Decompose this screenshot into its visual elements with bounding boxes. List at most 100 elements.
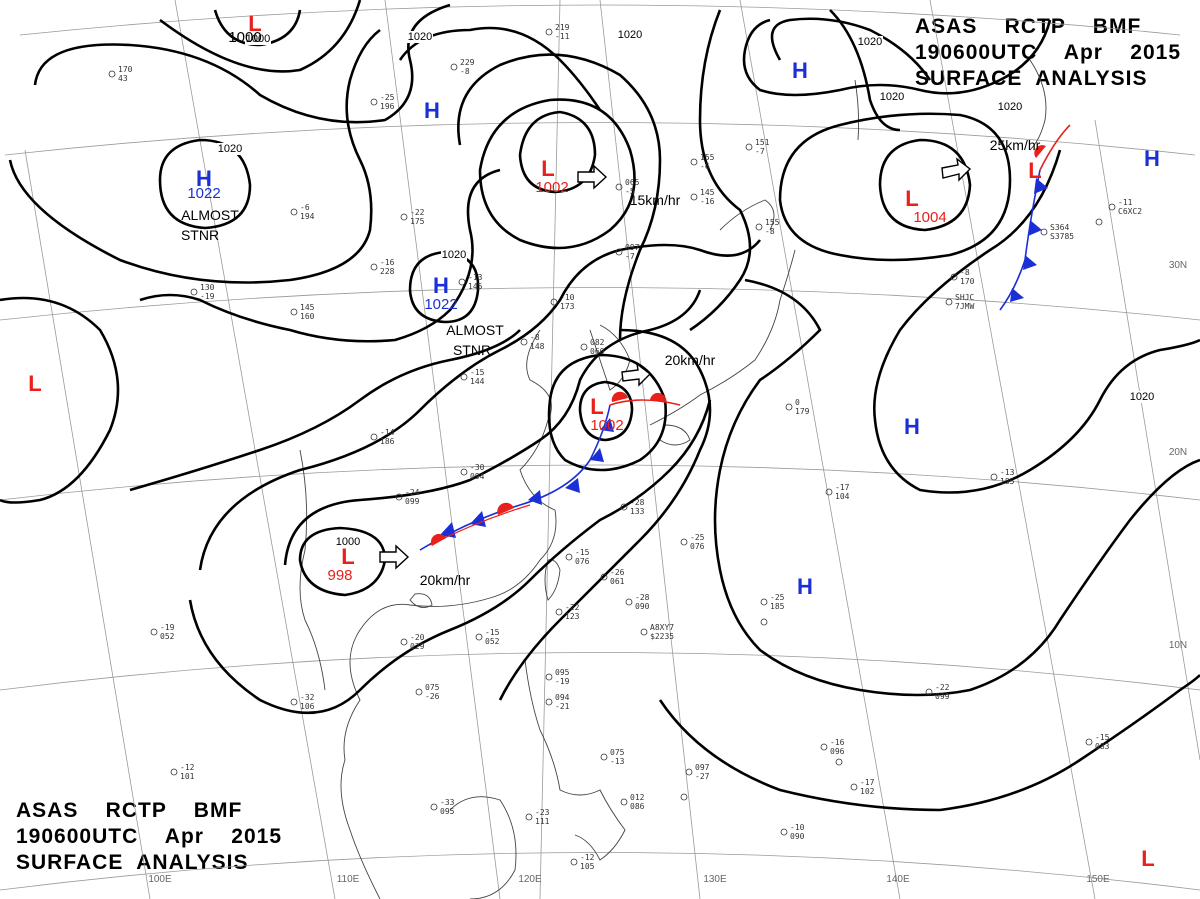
- station-value: 7JMW: [955, 302, 974, 311]
- station-value: -10: [560, 293, 575, 302]
- station-value: 061: [610, 577, 625, 586]
- station-value: 052: [485, 637, 500, 646]
- station-circle: [450, 63, 458, 71]
- station-circle: [950, 273, 958, 281]
- lon-line: [739, 0, 901, 899]
- station-circle: [755, 223, 763, 231]
- station-circle: [290, 308, 298, 316]
- station-value: 133: [630, 507, 645, 516]
- station-value: -15: [470, 368, 485, 377]
- station-circle: [108, 70, 116, 78]
- station-circle: [690, 158, 698, 166]
- station-value: -33: [440, 798, 455, 807]
- movement-arrow: [941, 157, 972, 182]
- station-value: 185: [770, 602, 785, 611]
- station-circle: [1040, 228, 1048, 236]
- warm-front-line: [1039, 124, 1071, 171]
- station-value: -15: [1095, 733, 1110, 742]
- isobar: [159, 0, 362, 73]
- isobar: [408, 250, 480, 324]
- lon-line: [599, 0, 701, 899]
- station-value: A8XY7: [650, 623, 674, 632]
- map-annotation: 25km/hr: [990, 137, 1041, 153]
- station-value: 155: [765, 218, 780, 227]
- station-circle: [290, 698, 298, 706]
- station-value: -16: [700, 197, 715, 206]
- station-circle: [825, 488, 833, 496]
- station-circle: [430, 803, 438, 811]
- station-circle: [395, 493, 403, 501]
- coastlines: [299, 59, 1047, 899]
- warm-front-bump: [497, 502, 514, 515]
- station-circle: [370, 98, 378, 106]
- station-value: 229: [460, 58, 475, 67]
- station-value: -14: [380, 428, 395, 437]
- annotations: ALMOST STNR ALMOST STNR 15km/hr 20km/hr 20km/h…: [181, 137, 1041, 588]
- isobar-label-bg: [335, 536, 361, 548]
- station-value: -30: [470, 463, 485, 472]
- station-value: 123: [565, 612, 580, 621]
- warm-front-bump: [650, 392, 667, 402]
- warm-front-line: [609, 399, 681, 406]
- chart-header-top-right: ASAS RCTP BMF 190600UTC Apr 2015 SURFACE…: [915, 14, 1181, 92]
- station-value: 099: [935, 692, 950, 701]
- station-value: 111: [535, 817, 550, 826]
- station-circle: [820, 743, 828, 751]
- isobar: [518, 110, 597, 194]
- isobar: [478, 98, 636, 250]
- station-value: -17: [860, 778, 875, 787]
- warm-front-bump: [611, 391, 628, 402]
- station-value: -10: [790, 823, 805, 832]
- station-value: 095: [440, 807, 455, 816]
- lon-line: [24, 149, 151, 899]
- map-annotation: ALMOST: [181, 207, 239, 223]
- map-annotation: STNR: [453, 342, 491, 358]
- station-value: 075: [610, 748, 625, 757]
- station-value: 175: [410, 217, 425, 226]
- station-circle: [785, 403, 793, 411]
- isobar-value-label: 1020: [998, 101, 1022, 113]
- station-value: -25: [690, 533, 705, 542]
- cold-front-barb: [1010, 288, 1024, 302]
- isobar-label-bg: [617, 29, 643, 41]
- station-value: S364: [1050, 223, 1069, 232]
- isobar-value-label: 1020: [618, 29, 642, 41]
- station-value: 094: [470, 472, 485, 481]
- station-value: 130: [200, 283, 215, 292]
- station-circle: [415, 688, 423, 696]
- header-line-type: SURFACE ANALYSIS: [915, 67, 1148, 90]
- low-pressure-marker: L: [248, 11, 261, 36]
- station-value: -19: [200, 292, 215, 301]
- station-circle: [925, 688, 933, 696]
- station-value: 029: [410, 642, 425, 651]
- isobar-label-bg: [997, 101, 1023, 113]
- station-value: 106: [300, 702, 315, 711]
- cold-front-barb: [565, 478, 580, 493]
- low-pressure-marker: L: [1028, 158, 1041, 183]
- station-value: -8: [960, 268, 970, 277]
- station-circle: [990, 473, 998, 481]
- station-value: -23: [535, 808, 550, 817]
- station-value: 148: [530, 342, 545, 351]
- station-value: -13: [610, 757, 625, 766]
- map-annotation: 15km/hr: [630, 192, 681, 208]
- isobar: [139, 168, 501, 343]
- station-circle: [615, 183, 623, 191]
- isobar: [498, 328, 712, 701]
- high-pressure-marker: H: [196, 166, 212, 191]
- station-value: 099: [405, 497, 420, 506]
- station-value: 151: [755, 138, 770, 147]
- cold-front-barb: [470, 511, 486, 527]
- cold-front-line: [419, 404, 611, 551]
- station-circle: [555, 608, 563, 616]
- station-circle: [1108, 203, 1116, 211]
- station-value: 086: [630, 802, 645, 811]
- isobar-value-label: 1020: [880, 91, 904, 103]
- station-value: C6XC2: [1118, 207, 1142, 216]
- station-value: 096: [830, 747, 845, 756]
- station-value: -16: [380, 258, 395, 267]
- isobar: [829, 9, 901, 132]
- header-line-time: 190600UTC Apr 2015: [16, 825, 283, 848]
- header-line-agency: ASAS RCTP BMF: [16, 799, 243, 822]
- high-pressure-marker: H: [424, 98, 440, 123]
